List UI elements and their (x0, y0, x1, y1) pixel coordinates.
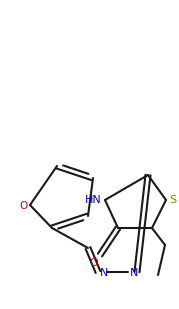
Text: HN: HN (85, 195, 102, 205)
Text: N: N (100, 268, 108, 278)
Text: N: N (130, 268, 138, 278)
Text: O: O (20, 201, 28, 211)
Text: O: O (89, 258, 98, 268)
Text: S: S (169, 195, 176, 205)
